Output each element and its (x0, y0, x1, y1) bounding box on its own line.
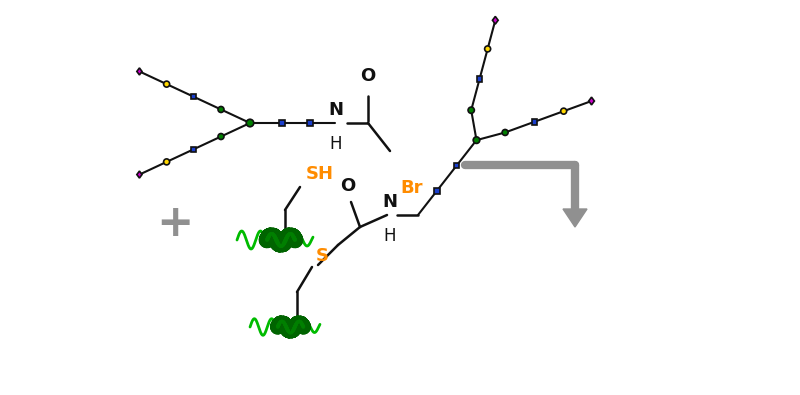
Polygon shape (137, 171, 142, 178)
Text: O: O (360, 67, 376, 85)
Polygon shape (137, 68, 142, 75)
Bar (191, 147, 197, 152)
Text: O: O (340, 177, 356, 195)
Text: Br: Br (400, 179, 422, 197)
Circle shape (164, 81, 170, 87)
Text: H: H (330, 135, 342, 153)
Text: +: + (156, 201, 194, 245)
Text: H: H (384, 227, 396, 245)
Circle shape (502, 130, 508, 135)
Polygon shape (589, 97, 594, 105)
Circle shape (246, 119, 254, 127)
Text: N: N (382, 193, 398, 211)
Polygon shape (563, 209, 587, 227)
Bar (307, 120, 313, 126)
Circle shape (218, 134, 224, 139)
Bar (279, 120, 285, 126)
Circle shape (218, 107, 224, 113)
Circle shape (561, 108, 566, 114)
Polygon shape (493, 17, 498, 24)
Bar (454, 163, 459, 168)
Bar (477, 76, 482, 82)
Text: N: N (329, 101, 343, 119)
Bar (531, 119, 538, 125)
Text: S: S (316, 247, 329, 265)
Circle shape (485, 46, 490, 52)
Bar (191, 94, 197, 100)
Bar (434, 188, 439, 194)
Circle shape (473, 137, 480, 143)
Circle shape (164, 159, 170, 165)
Text: SH: SH (306, 165, 334, 183)
Circle shape (468, 107, 474, 113)
